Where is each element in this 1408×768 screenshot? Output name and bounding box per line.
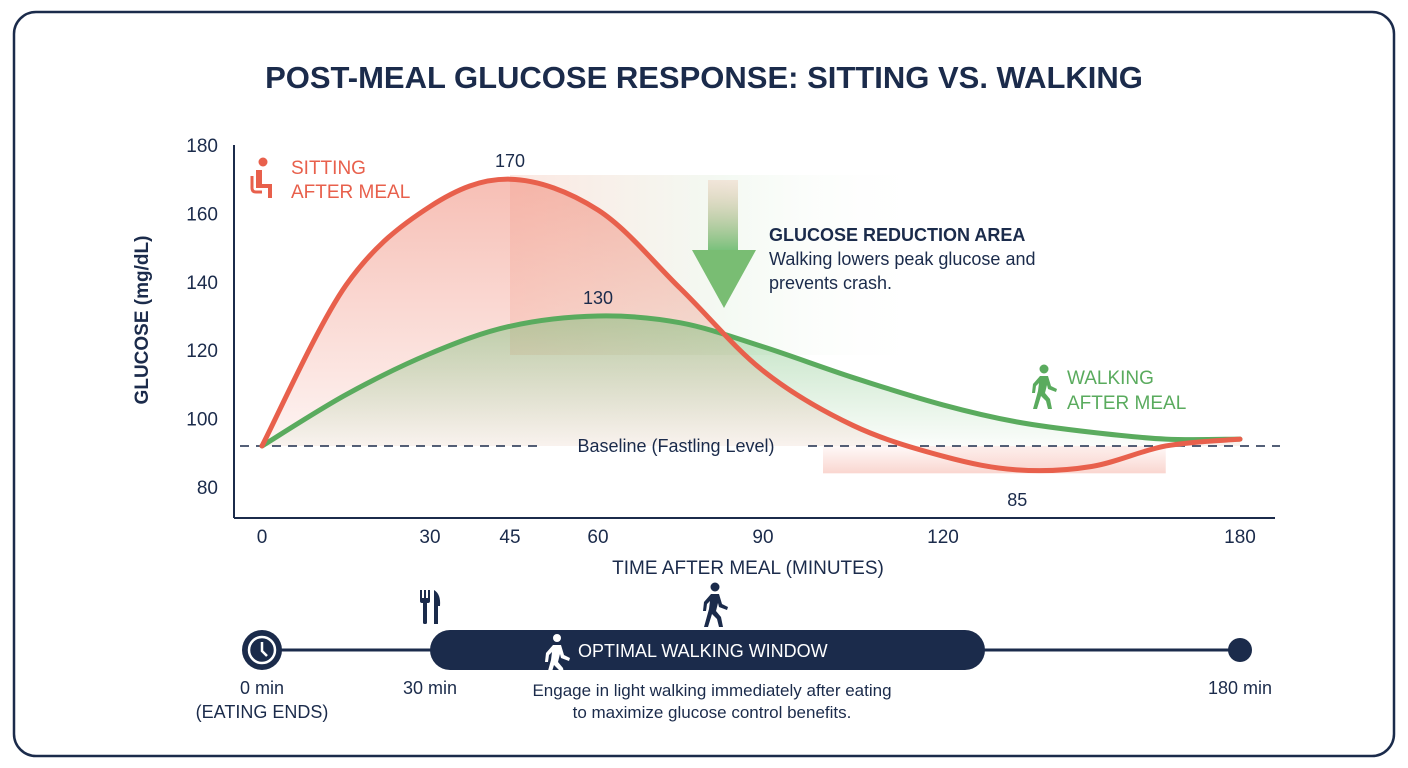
data-label-sitting: 170: [495, 151, 525, 171]
y-tick-label: 100: [186, 410, 218, 431]
timeline: OPTIMAL WALKING WINDOW 0 min (EATING END…: [196, 582, 1272, 722]
annotation-line1: Walking lowers peak glucose and: [769, 249, 1035, 269]
start-label: 0 min: [240, 678, 284, 698]
data-label-sitting: 85: [1007, 490, 1027, 510]
y-tick-label: 180: [186, 136, 218, 157]
legend-sitting: SITTING AFTER MEAL: [250, 157, 410, 203]
x-tick-label: 30: [419, 527, 440, 548]
legend-walking-line1: WALKING: [1067, 368, 1154, 389]
legend-sitting-line2: AFTER MEAL: [291, 182, 410, 203]
start-sublabel: (EATING ENDS): [196, 702, 329, 722]
reduction-arrow-icon: [692, 180, 756, 308]
mid-label: 30 min: [403, 678, 457, 698]
legend-walking: WALKING AFTER MEAL: [1032, 364, 1186, 414]
end-label: 180 min: [1208, 678, 1272, 698]
x-tick-label: 60: [587, 527, 608, 548]
y-tick-label: 120: [186, 341, 218, 362]
data-label-walking: 130: [583, 288, 613, 308]
sitting-person-icon: [250, 157, 272, 198]
sitting-line: [259, 176, 1243, 474]
walking-area-fill: [262, 315, 1240, 446]
walking-person-icon: [545, 634, 570, 678]
annotation-line2: prevents crash.: [769, 273, 892, 293]
x-axis-label: TIME AFTER MEAL (MINUTES): [612, 558, 884, 579]
baseline-label: Baseline (Fastling Level): [577, 436, 774, 456]
y-axis-label: GLUCOSE (mg/dL): [132, 236, 153, 405]
walking-line: [259, 313, 1243, 449]
x-tick-label: 0: [257, 527, 268, 548]
walking-person-icon: [703, 582, 728, 627]
end-dot: [1228, 638, 1252, 662]
walking-person-icon: [1032, 364, 1057, 409]
y-tick-label: 80: [197, 478, 218, 499]
timeline-note-line2: to maximize glucose control benefits.: [573, 703, 852, 722]
fork-knife-icon: [420, 590, 441, 624]
x-tick-label: 180: [1224, 527, 1256, 548]
x-tick-label: 90: [752, 527, 773, 548]
window-label: OPTIMAL WALKING WINDOW: [578, 641, 828, 661]
y-tick-label: 160: [186, 204, 218, 225]
clock-icon: [242, 630, 282, 670]
series-lines: [259, 176, 1243, 474]
x-tick-label: 120: [927, 527, 959, 548]
annotation-title: GLUCOSE REDUCTION AREA: [769, 225, 1025, 245]
timeline-note-line1: Engage in light walking immediately afte…: [532, 681, 891, 700]
legend-sitting-line1: SITTING: [291, 158, 366, 179]
x-tick-label: 45: [499, 527, 520, 548]
y-tick-label: 140: [186, 273, 218, 294]
chart-title: POST-MEAL GLUCOSE RESPONSE: SITTING VS. …: [265, 60, 1143, 95]
legend-walking-line2: AFTER MEAL: [1067, 393, 1186, 414]
area-fills: [262, 179, 1240, 474]
